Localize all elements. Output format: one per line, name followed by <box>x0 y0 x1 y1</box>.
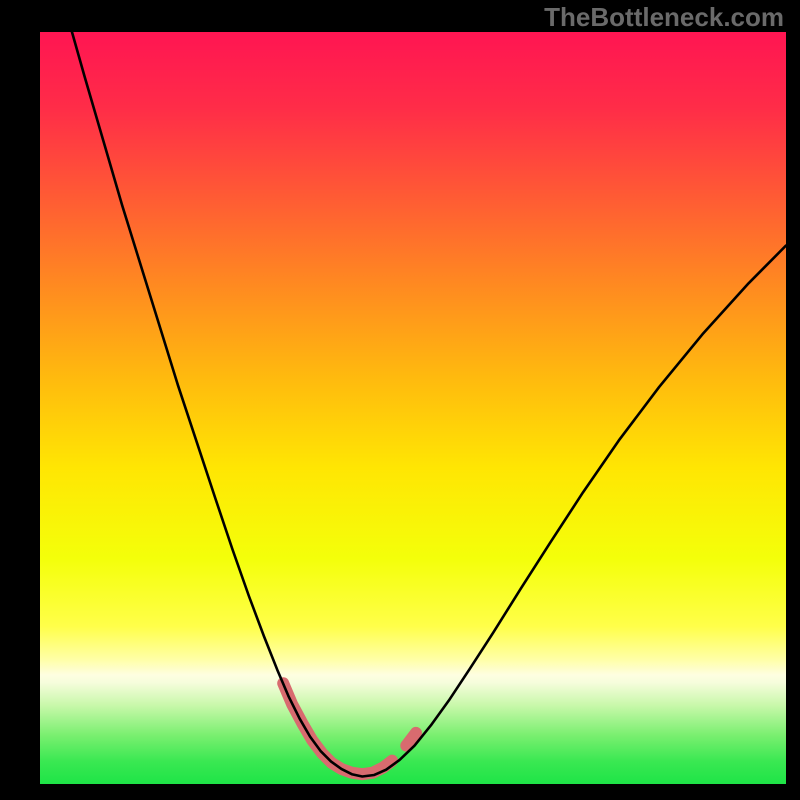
plot-background <box>40 32 786 784</box>
watermark-text: TheBottleneck.com <box>544 2 784 33</box>
root: TheBottleneck.com <box>0 0 800 800</box>
plot-svg <box>40 32 786 784</box>
plot-area <box>40 32 786 784</box>
